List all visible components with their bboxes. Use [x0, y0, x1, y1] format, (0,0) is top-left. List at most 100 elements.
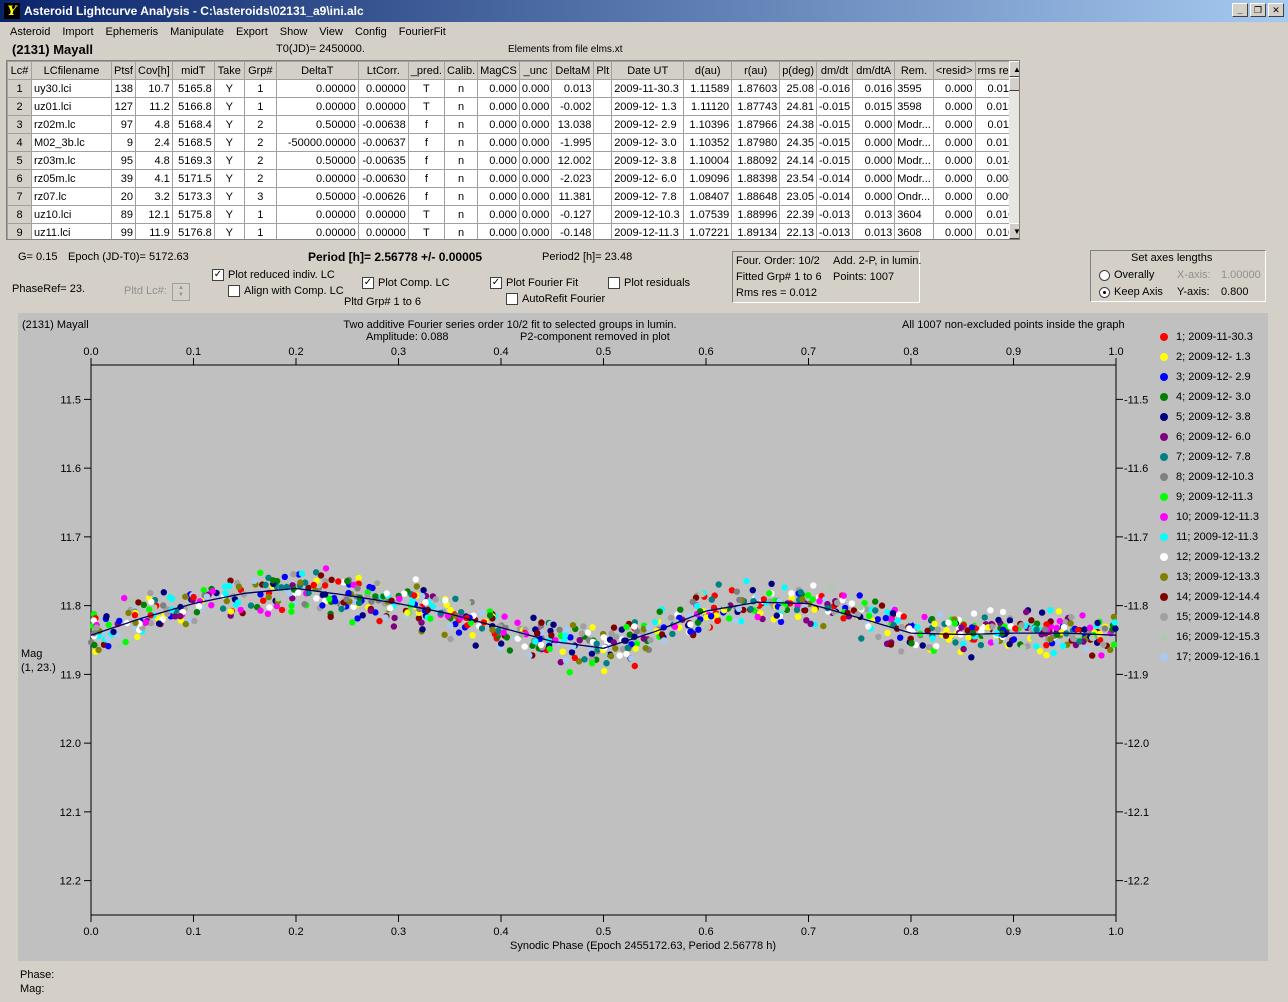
row-number[interactable]: 2 [7, 97, 32, 116]
menu-asteroid[interactable]: Asteroid [10, 25, 51, 38]
table-cell[interactable]: Modr... [894, 133, 934, 152]
table-cell[interactable]: 1.07539 [683, 205, 733, 224]
scroll-up-button[interactable]: ▲ [1009, 61, 1019, 77]
table-cell[interactable]: 24.81 [779, 97, 817, 116]
table-cell[interactable]: 0.000 [518, 187, 553, 206]
table-cell[interactable]: T [407, 223, 446, 239]
table-cell[interactable]: 0.000 [518, 115, 553, 134]
table-cell[interactable]: 89 [111, 205, 136, 224]
table-cell[interactable]: T [407, 79, 446, 98]
table-cell[interactable]: 9 [111, 133, 136, 152]
table-cell[interactable]: 0.000 [932, 169, 976, 188]
table-cell[interactable]: 0.50000 [275, 115, 359, 134]
table-cell[interactable]: T [407, 205, 446, 224]
table-cell[interactable]: 1.88996 [731, 205, 781, 224]
autorefit-checkbox[interactable]: AutoRefit Fourier [506, 293, 605, 306]
table-cell[interactable]: 11.2 [135, 97, 173, 116]
table-cell[interactable]: -0.013 [815, 223, 854, 239]
checkbox-unchecked[interactable] [506, 293, 518, 306]
table-cell[interactable]: uz10.lci [31, 205, 112, 224]
table-cell[interactable]: 0.013 [551, 79, 595, 98]
radio-unselected[interactable] [1099, 269, 1110, 281]
table-cell[interactable]: 0.000 [932, 187, 976, 206]
table-cell[interactable]: 5173.3 [171, 187, 215, 206]
table-cell[interactable]: -0.014 [815, 169, 854, 188]
table-cell[interactable]: 2 [243, 151, 277, 170]
column-header[interactable]: DeltaM [551, 61, 595, 80]
table-cell[interactable]: 24.35 [779, 133, 817, 152]
pltd-lc-spinner[interactable]: ▲ ▼ [172, 283, 190, 301]
table-cell[interactable]: 1.88398 [731, 169, 781, 188]
table-cell[interactable]: rz02m.lc [31, 115, 112, 134]
table-cell[interactable]: f [407, 151, 446, 170]
table-cell[interactable]: 22.39 [779, 205, 817, 224]
table-scrollbar[interactable]: ▲ ▼ [1009, 61, 1019, 239]
table-cell[interactable]: 2 [243, 133, 277, 152]
table-cell[interactable]: n [443, 97, 479, 116]
table-cell[interactable]: T [407, 97, 446, 116]
table-cell[interactable]: 25.08 [779, 79, 817, 98]
table-cell[interactable]: uy30.lci [31, 79, 112, 98]
table-cell[interactable]: 5169.3 [171, 151, 215, 170]
table-cell[interactable]: 0.000 [852, 115, 896, 134]
table-cell[interactable]: 1 [243, 79, 277, 98]
checkbox-checked[interactable]: ✓ [490, 277, 502, 290]
table-cell[interactable]: 0.000 [932, 79, 976, 98]
table-cell[interactable]: Modr... [894, 151, 934, 170]
table-cell[interactable]: 12.002 [551, 151, 595, 170]
table-cell[interactable]: 12.1 [135, 205, 173, 224]
row-number[interactable]: 3 [7, 115, 32, 134]
table-cell[interactable]: Y [213, 133, 245, 152]
table-cell[interactable]: 13.038 [551, 115, 595, 134]
minimize-button[interactable]: _ [1232, 3, 1248, 17]
menu-show[interactable]: Show [279, 25, 308, 38]
column-header[interactable]: Ptsf [111, 61, 136, 80]
table-cell[interactable] [593, 169, 613, 188]
table-cell[interactable]: 0.011 [974, 79, 1018, 98]
row-number[interactable]: 8 [7, 205, 32, 224]
table-cell[interactable]: 0.000 [518, 79, 553, 98]
table-cell[interactable]: 0.00000 [357, 223, 409, 239]
table-cell[interactable]: 0.015 [852, 97, 896, 116]
table-cell[interactable]: 1.08407 [683, 187, 733, 206]
column-header[interactable]: Take [213, 61, 245, 80]
row-number[interactable]: 6 [7, 169, 32, 188]
column-header[interactable]: r(au) [731, 61, 781, 80]
table-cell[interactable]: 99 [111, 223, 136, 239]
table-cell[interactable] [593, 205, 613, 224]
restore-button[interactable]: ❐ [1250, 3, 1266, 17]
table-row[interactable]: 5 rz03m.lc 95 4.8 5169.3 Y 2 0.50000 -0.00635 f n 0… [7, 151, 1018, 170]
table-cell[interactable]: 24.38 [779, 115, 817, 134]
table-cell[interactable]: Ondr... [894, 187, 934, 206]
table-cell[interactable]: -0.015 [815, 151, 854, 170]
table-cell[interactable]: 0.000 [477, 187, 520, 206]
x-axis-input[interactable]: 1.00000 [1221, 269, 1261, 281]
row-number[interactable]: 9 [7, 223, 32, 239]
table-cell[interactable]: 11.9 [135, 223, 173, 239]
table-cell[interactable]: 0.000 [518, 133, 553, 152]
table-cell[interactable]: 2.4 [135, 133, 173, 152]
table-cell[interactable]: Modr... [894, 169, 934, 188]
table-cell[interactable]: f [407, 115, 446, 134]
lightcurve-graph[interactable]: 0.0 0.0 0.1 0.1 0.2 0.2 0.3 0.3 0.4 0.4 0.5 0.5 0.6 0… [18, 313, 1268, 961]
table-cell[interactable]: 0.00000 [275, 223, 359, 239]
table-cell[interactable]: 1.10396 [683, 115, 733, 134]
checkbox-checked[interactable]: ✓ [362, 277, 374, 290]
column-header[interactable]: Rem. [894, 61, 934, 80]
table-cell[interactable]: -0.014 [815, 187, 854, 206]
table-cell[interactable]: 0.013 [852, 205, 896, 224]
row-number[interactable]: 1 [7, 79, 32, 98]
table-cell[interactable]: 5176.8 [171, 223, 215, 239]
table-row[interactable]: 6 rz05m.lc 39 4.1 5171.5 Y 2 0.00000 -0.00630 f n 0… [7, 169, 1018, 188]
table-cell[interactable]: -0.00637 [357, 133, 409, 152]
table-cell[interactable]: 95 [111, 151, 136, 170]
table-cell[interactable]: n [443, 223, 479, 239]
table-cell[interactable]: 10.7 [135, 79, 173, 98]
table-cell[interactable]: n [443, 187, 479, 206]
table-cell[interactable]: uz01.lci [31, 97, 112, 116]
table-cell[interactable]: 1.11589 [683, 79, 733, 98]
table-cell[interactable] [593, 187, 613, 206]
row-number[interactable]: 5 [7, 151, 32, 170]
table-cell[interactable]: 0.00000 [357, 205, 409, 224]
